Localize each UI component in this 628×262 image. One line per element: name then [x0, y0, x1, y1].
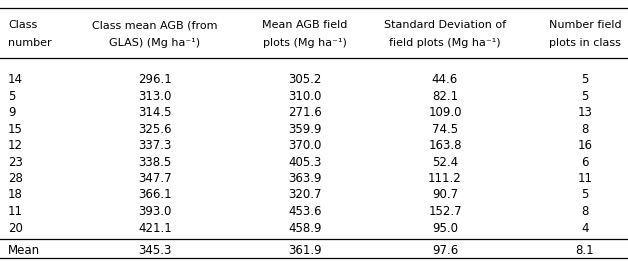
Text: 18: 18: [8, 188, 23, 201]
Text: 5: 5: [582, 73, 588, 86]
Text: Number field: Number field: [549, 20, 621, 30]
Text: 90.7: 90.7: [432, 188, 458, 201]
Text: 16: 16: [578, 139, 592, 152]
Text: 393.0: 393.0: [138, 205, 171, 218]
Text: 44.6: 44.6: [432, 73, 458, 86]
Text: 320.7: 320.7: [288, 188, 322, 201]
Text: plots (Mg ha⁻¹): plots (Mg ha⁻¹): [263, 38, 347, 48]
Text: 8: 8: [582, 205, 588, 218]
Text: 9: 9: [8, 106, 16, 119]
Text: 8: 8: [582, 123, 588, 135]
Text: 97.6: 97.6: [432, 244, 458, 257]
Text: 453.6: 453.6: [288, 205, 322, 218]
Text: 95.0: 95.0: [432, 221, 458, 234]
Text: Standard Deviation of: Standard Deviation of: [384, 20, 506, 30]
Text: 338.5: 338.5: [138, 156, 171, 168]
Text: Class: Class: [8, 20, 37, 30]
Text: 12: 12: [8, 139, 23, 152]
Text: 345.3: 345.3: [138, 244, 171, 257]
Text: 347.7: 347.7: [138, 172, 172, 185]
Text: 163.8: 163.8: [428, 139, 462, 152]
Text: 5: 5: [8, 90, 15, 102]
Text: 14: 14: [8, 73, 23, 86]
Text: 310.0: 310.0: [288, 90, 322, 102]
Text: 13: 13: [578, 106, 592, 119]
Text: 109.0: 109.0: [428, 106, 462, 119]
Text: 82.1: 82.1: [432, 90, 458, 102]
Text: 111.2: 111.2: [428, 172, 462, 185]
Text: 11: 11: [578, 172, 592, 185]
Text: Mean: Mean: [8, 244, 40, 257]
Text: 4: 4: [582, 221, 589, 234]
Text: 421.1: 421.1: [138, 221, 172, 234]
Text: 5: 5: [582, 90, 588, 102]
Text: 370.0: 370.0: [288, 139, 322, 152]
Text: 361.9: 361.9: [288, 244, 322, 257]
Text: 11: 11: [8, 205, 23, 218]
Text: GLAS) (Mg ha⁻¹): GLAS) (Mg ha⁻¹): [109, 38, 200, 48]
Text: 337.3: 337.3: [138, 139, 171, 152]
Text: 6: 6: [582, 156, 589, 168]
Text: Mean AGB field: Mean AGB field: [263, 20, 348, 30]
Text: field plots (Mg ha⁻¹): field plots (Mg ha⁻¹): [389, 38, 501, 48]
Text: 313.0: 313.0: [138, 90, 171, 102]
Text: 23: 23: [8, 156, 23, 168]
Text: 325.6: 325.6: [138, 123, 171, 135]
Text: 366.1: 366.1: [138, 188, 172, 201]
Text: 458.9: 458.9: [288, 221, 322, 234]
Text: 74.5: 74.5: [432, 123, 458, 135]
Text: plots in class: plots in class: [549, 38, 621, 48]
Text: number: number: [8, 38, 51, 48]
Text: 305.2: 305.2: [288, 73, 322, 86]
Text: Class mean AGB (from: Class mean AGB (from: [92, 20, 218, 30]
Text: 15: 15: [8, 123, 23, 135]
Text: 314.5: 314.5: [138, 106, 171, 119]
Text: 359.9: 359.9: [288, 123, 322, 135]
Text: 8.1: 8.1: [576, 244, 594, 257]
Text: 5: 5: [582, 188, 588, 201]
Text: 28: 28: [8, 172, 23, 185]
Text: 405.3: 405.3: [288, 156, 322, 168]
Text: 271.6: 271.6: [288, 106, 322, 119]
Text: 296.1: 296.1: [138, 73, 172, 86]
Text: 363.9: 363.9: [288, 172, 322, 185]
Text: 52.4: 52.4: [432, 156, 458, 168]
Text: 152.7: 152.7: [428, 205, 462, 218]
Text: 20: 20: [8, 221, 23, 234]
